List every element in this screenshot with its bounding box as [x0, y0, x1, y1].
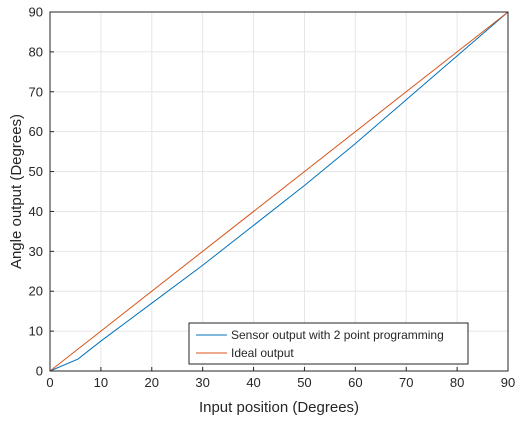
y-tick-label: 70: [29, 84, 43, 99]
y-tick-label: 20: [29, 284, 43, 299]
x-tick-label: 70: [399, 375, 413, 390]
x-tick-label: 90: [501, 375, 515, 390]
plot-frame: [49, 11, 509, 372]
legend: Sensor output with 2 point programming I…: [188, 322, 469, 365]
y-tick-label: 80: [29, 44, 43, 59]
x-tick-label: 40: [246, 375, 260, 390]
x-tick-label: 20: [145, 375, 159, 390]
legend-label-sensor: Sensor output with 2 point programming: [231, 328, 444, 342]
x-tick-label: 60: [348, 375, 362, 390]
x-tick-label: 10: [94, 375, 108, 390]
series-line-0: [49, 11, 509, 372]
y-tick-label: 60: [29, 124, 43, 139]
x-tick-label: 0: [46, 375, 53, 390]
y-axis-title: Angle output (Degrees): [8, 114, 25, 269]
y-tick-label: 50: [29, 164, 43, 179]
y-tick-label: 90: [29, 5, 43, 20]
legend-box: [188, 322, 469, 365]
y-tick-label: 40: [29, 204, 43, 219]
y-tick-label: 30: [29, 244, 43, 259]
x-tick-label: 80: [450, 375, 464, 390]
x-tick-label: 50: [297, 375, 311, 390]
axis-ticks: 0 10 20 30 40 50 60 70 80 90 0 10 20 30 40 50 60 70 80 90: [29, 5, 515, 391]
grid: [50, 12, 508, 371]
y-tick-label: 0: [36, 364, 43, 379]
x-axis-title: Input position (Degrees): [199, 399, 359, 416]
series-layer: [49, 11, 509, 372]
y-tick-label: 10: [29, 324, 43, 339]
x-tick-label: 30: [195, 375, 209, 390]
series-line-1: [49, 11, 509, 372]
legend-label-ideal: Ideal output: [231, 346, 294, 360]
